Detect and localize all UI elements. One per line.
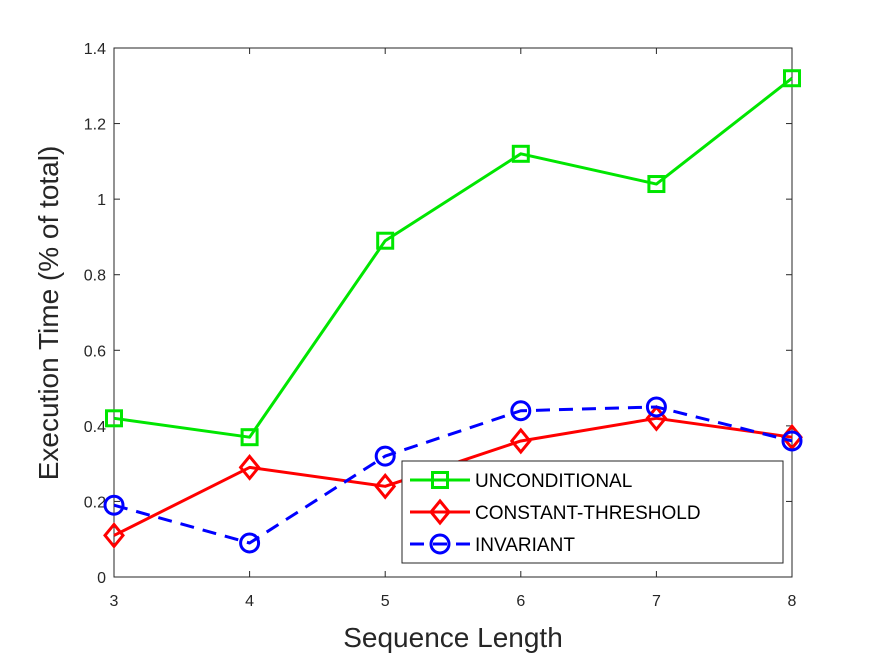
x-tick-label: 3 bbox=[110, 593, 119, 610]
y-axis-label: Execution Time (% of total) bbox=[33, 146, 64, 481]
data-point bbox=[240, 428, 259, 447]
data-point bbox=[783, 69, 801, 88]
y-tick-label: 1.4 bbox=[84, 41, 106, 58]
data-point bbox=[239, 532, 261, 554]
series-line bbox=[113, 405, 793, 545]
y-tick-label: 0.6 bbox=[84, 343, 106, 360]
y-tick-label: 0.8 bbox=[84, 268, 106, 285]
data-point bbox=[781, 430, 803, 452]
x-tick-label: 8 bbox=[788, 593, 797, 610]
x-tick-label: 6 bbox=[516, 593, 525, 610]
legend-marker bbox=[431, 471, 449, 489]
legend-label: CONSTANT-THRESHOLD bbox=[475, 503, 701, 524]
legend: UNCONDITIONAL CONSTANT-THRESHOLD INVARIANT bbox=[401, 460, 784, 564]
data-point bbox=[509, 427, 532, 455]
data-point bbox=[376, 231, 395, 250]
data-point bbox=[103, 522, 125, 549]
y-tick-label: 1 bbox=[97, 192, 106, 209]
y-tick-label: 0.2 bbox=[84, 494, 106, 511]
data-point bbox=[103, 494, 125, 516]
legend-marker bbox=[429, 533, 451, 555]
data-point bbox=[105, 409, 123, 428]
y-tick-label: 1.2 bbox=[84, 117, 106, 134]
data-point bbox=[511, 144, 530, 163]
series-circle bbox=[103, 396, 803, 554]
x-tick-label: 7 bbox=[652, 593, 661, 610]
data-point bbox=[374, 445, 396, 467]
x-axis-label: Sequence Length bbox=[343, 622, 563, 653]
x-tick-label: 4 bbox=[245, 593, 254, 610]
y-tick-label: 0.4 bbox=[84, 419, 106, 436]
legend-marker bbox=[429, 498, 451, 526]
data-point bbox=[238, 454, 261, 481]
legend-label: UNCONDITIONAL bbox=[475, 471, 632, 492]
x-tick-label: 5 bbox=[381, 593, 390, 610]
series-square bbox=[105, 69, 801, 447]
data-point bbox=[645, 396, 667, 418]
data-point bbox=[374, 472, 397, 500]
y-tick-label: 0 bbox=[97, 570, 106, 587]
data-point bbox=[510, 400, 532, 422]
series-line bbox=[113, 77, 793, 439]
legend-label: INVARIANT bbox=[475, 535, 575, 556]
data-point bbox=[647, 175, 666, 194]
